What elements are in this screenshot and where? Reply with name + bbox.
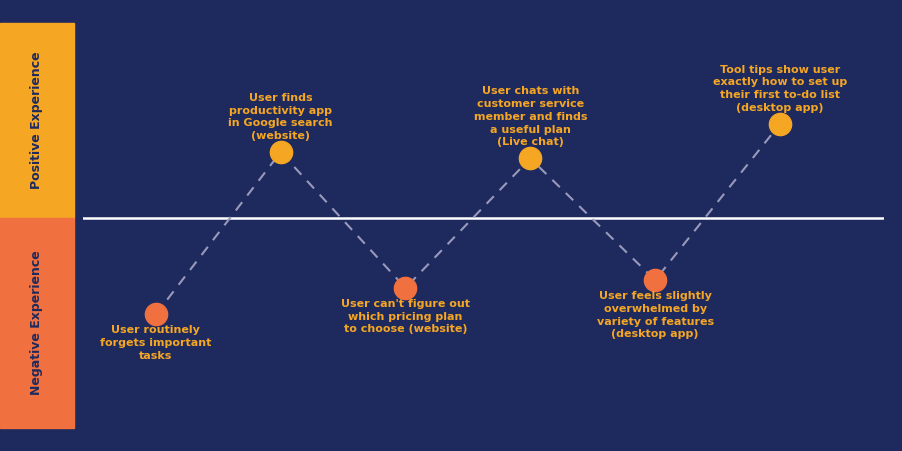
Text: User feels slightly
overwhelmed by
variety of features
(desktop app): User feels slightly overwhelmed by varie… [596,291,713,340]
Text: User can't figure out
which pricing plan
to choose (website): User can't figure out which pricing plan… [341,299,470,335]
Text: Tool tips show user
exactly how to set up
their first to-do list
(desktop app): Tool tips show user exactly how to set u… [713,64,847,113]
Text: User routinely
forgets important
tasks: User routinely forgets important tasks [100,326,211,361]
Text: User chats with
customer service
member and finds
a useful plan
(Live chat): User chats with customer service member … [474,86,587,147]
Text: Positive Experience: Positive Experience [31,51,43,189]
Text: Negative Experience: Negative Experience [31,251,43,396]
Text: User finds
productivity app
in Google search
(website): User finds productivity app in Google se… [228,93,333,141]
